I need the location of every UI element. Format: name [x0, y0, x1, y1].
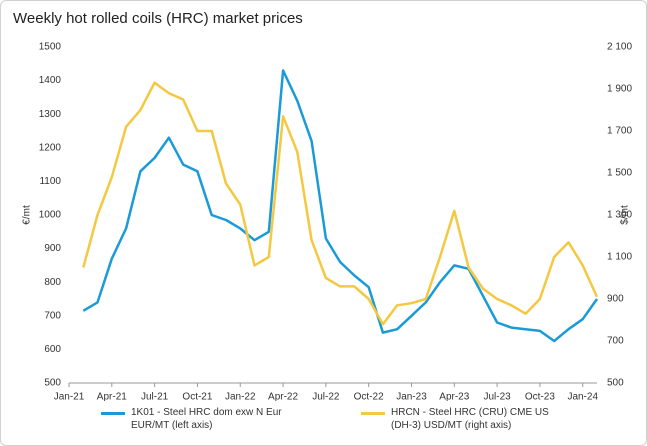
x-tick-label: Apr-22 — [268, 392, 298, 401]
y-tick-label: 800 — [44, 277, 61, 288]
y2-tick-label: 1 100 — [607, 252, 632, 263]
y2-tick-label: 700 — [607, 336, 624, 347]
x-tick-label: Jul-21 — [141, 392, 169, 401]
legend-label: 1K01 - Steel HRC dom exw N Eur EUR/MT (l… — [131, 407, 282, 431]
legend-swatch — [101, 412, 125, 415]
x-tick-label: Jul-23 — [483, 392, 511, 401]
series-line — [82, 81, 599, 326]
y-tick-label: 1200 — [39, 142, 62, 153]
legend-item: HRCN - Steel HRC (CRU) CME US (DH-3) USD… — [361, 406, 561, 432]
y-tick-label: 1000 — [39, 210, 62, 221]
y-tick-label: 1500 — [39, 42, 62, 53]
y-tick-label: 1100 — [39, 176, 61, 187]
y-tick-label: 900 — [44, 243, 61, 254]
x-tick-label: Jan-22 — [225, 392, 256, 401]
y-axis-label: €/mt — [22, 205, 33, 225]
x-tick-label: Oct-21 — [182, 392, 212, 401]
x-tick-label: Jul-22 — [312, 392, 340, 401]
legend-item: 1K01 - Steel HRC dom exw N Eur EUR/MT (l… — [101, 406, 301, 432]
y-tick-label: 500 — [44, 378, 61, 389]
y2-tick-label: 1 500 — [607, 168, 632, 179]
legend-swatch — [361, 412, 385, 415]
x-tick-label: Jan-24 — [567, 392, 598, 401]
y2-tick-label: 1 900 — [607, 84, 632, 95]
x-tick-label: Oct-23 — [525, 392, 555, 401]
y2-tick-label: 900 — [607, 294, 624, 305]
legend-label: HRCN - Steel HRC (CRU) CME US (DH-3) USD… — [391, 407, 549, 431]
x-tick-label: Apr-23 — [439, 392, 469, 401]
y-tick-label: 1300 — [39, 109, 62, 120]
y2-tick-label: 1 700 — [607, 126, 632, 137]
x-tick-label: Apr-21 — [97, 392, 127, 401]
y-tick-label: 1400 — [39, 75, 62, 86]
x-tick-label: Jan-21 — [54, 392, 85, 401]
series-line — [82, 69, 599, 343]
x-tick-label: Jan-23 — [396, 392, 427, 401]
chart: Weekly hot rolled coils (HRC) market pri… — [13, 10, 632, 403]
chart-title: Weekly hot rolled coils (HRC) market pri… — [13, 10, 303, 27]
y2-tick-label: 500 — [607, 378, 624, 389]
y2-axis-label: $/mt — [620, 205, 631, 225]
x-tick-label: Oct-22 — [354, 392, 384, 401]
y-tick-label: 600 — [44, 344, 61, 355]
y2-tick-label: 1 300 — [607, 210, 632, 221]
y-tick-label: 700 — [44, 310, 61, 321]
y2-tick-label: 2 100 — [607, 42, 632, 53]
